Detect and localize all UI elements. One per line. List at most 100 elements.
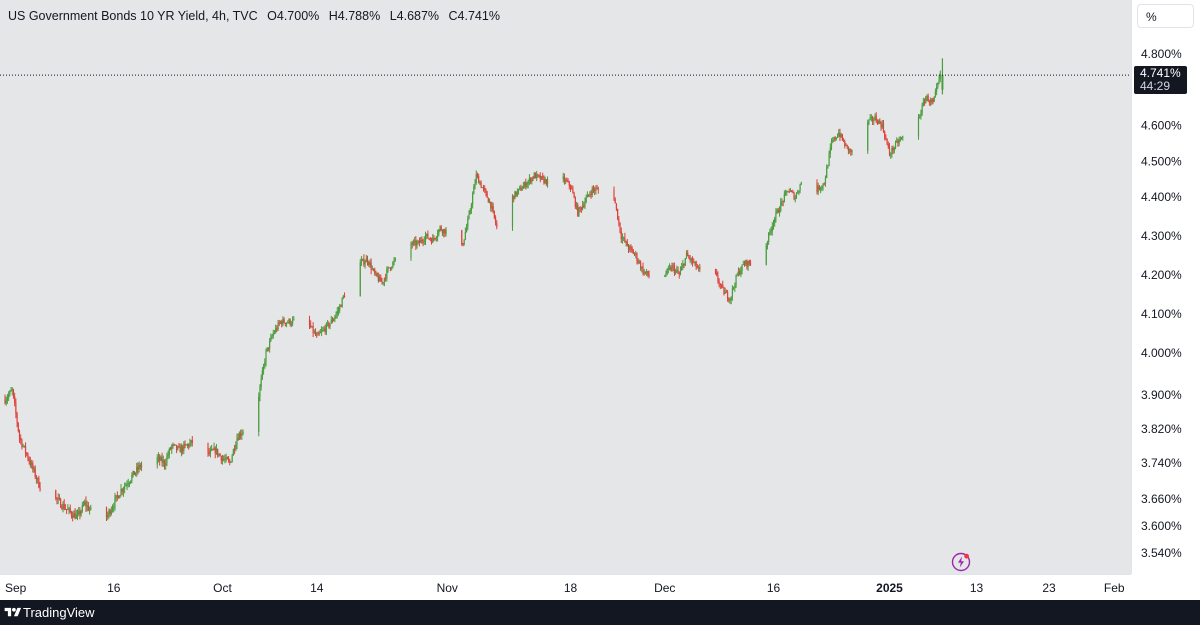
candle-body (899, 138, 901, 141)
candle-body (937, 82, 939, 87)
candle-body (372, 268, 375, 270)
candle-body (464, 232, 466, 240)
candle-body (26, 452, 28, 455)
candle-body (496, 223, 498, 227)
candle-body (339, 305, 341, 311)
candle-body (221, 458, 224, 461)
time-axis: Sep 16 Oct 14 Nov 18 Dec 16 2025 13 23 Feb (5, 581, 1125, 595)
candle-body (284, 322, 286, 325)
candle-body (902, 136, 904, 138)
candle-body (365, 258, 367, 263)
candle-body (725, 291, 727, 293)
brand-name[interactable]: TradingView (23, 605, 95, 620)
candle-body (213, 447, 215, 450)
candle-body (334, 316, 336, 320)
candle-body (313, 331, 315, 333)
candle-body (842, 139, 845, 142)
candle-body (140, 464, 143, 468)
candle-body (835, 137, 837, 140)
candle-body (817, 185, 819, 193)
candle-body (546, 179, 549, 185)
lightning-bolt-icon[interactable] (951, 552, 971, 572)
price-axis-tick: 4.600% (1141, 119, 1182, 133)
candle-body (936, 86, 938, 92)
candle-body (110, 510, 112, 515)
candle-body (421, 239, 423, 242)
candle-body (592, 188, 595, 190)
candle-body (238, 433, 241, 440)
candle-body (636, 253, 638, 261)
candlestick-chart[interactable]: 4.800%4.700%4.600%4.500%4.400%4.300%4.20… (0, 0, 1200, 600)
unit-label: % (1146, 10, 1157, 24)
candle-body (749, 263, 752, 265)
symbol-title[interactable]: US Government Bonds 10 YR Yield, 4h, TVC (8, 9, 258, 23)
candle-body (114, 497, 116, 507)
candle-body (10, 390, 12, 392)
candle-body (822, 183, 824, 187)
candle-body (283, 319, 285, 323)
candle-body (490, 201, 492, 209)
candle-body (590, 194, 592, 196)
candle-body (128, 482, 131, 484)
candle-body (797, 192, 799, 194)
candle-body (426, 233, 428, 236)
candle-body (775, 212, 777, 219)
candle-body (90, 507, 92, 510)
candle-body (718, 281, 720, 285)
candle-body (387, 267, 389, 270)
tradingview-logo-icon[interactable] (4, 606, 22, 619)
candle-body (343, 295, 346, 297)
candle-body (731, 288, 734, 297)
candle-body (68, 508, 70, 510)
candle-body (882, 123, 885, 132)
unit-selector[interactable]: % (1137, 4, 1194, 28)
candle-body (563, 176, 566, 182)
candle-body (774, 218, 776, 224)
candle-body (125, 484, 127, 487)
candle-body (476, 174, 479, 177)
candle-body (209, 450, 212, 454)
candle-body (673, 266, 676, 273)
candle-body (381, 281, 383, 283)
candle-body (312, 326, 314, 333)
candle-body (314, 331, 317, 336)
plot-area[interactable] (0, 0, 1131, 574)
candle-body (789, 190, 792, 192)
candle-body (771, 225, 773, 232)
candle-body (618, 219, 620, 223)
candle-body (323, 328, 325, 330)
candle-body (823, 183, 825, 185)
candle-body (189, 442, 191, 447)
candle-body (374, 269, 376, 274)
candle-body (434, 238, 436, 240)
candle-body (478, 176, 480, 184)
candle-body (720, 284, 723, 286)
candle-body (739, 270, 741, 275)
candle-body (74, 513, 76, 519)
candle-body (275, 328, 277, 333)
candle-body (105, 507, 108, 518)
candle-body (539, 175, 541, 180)
candle-body (818, 185, 821, 190)
candle-body (328, 322, 330, 327)
candle-body (595, 188, 597, 191)
candle-body (179, 446, 181, 453)
candle-body (435, 237, 437, 239)
candle-body (12, 389, 15, 397)
candle-body (279, 321, 282, 324)
candle-body (770, 231, 772, 233)
candle-body (540, 176, 543, 180)
candle-body (186, 444, 189, 446)
time-axis-tick: Oct (213, 581, 232, 595)
candle-body (589, 194, 591, 196)
candle-body (528, 178, 531, 182)
candle-body (225, 457, 227, 460)
candle-body (484, 188, 486, 190)
time-axis-tick: 2025 (876, 581, 903, 595)
candle-body (289, 319, 291, 325)
candle-body (679, 270, 682, 275)
candle-body (820, 188, 822, 190)
last-price-value: 4.741% (1140, 66, 1181, 80)
candle-body (81, 504, 83, 512)
candle-body (665, 274, 667, 276)
